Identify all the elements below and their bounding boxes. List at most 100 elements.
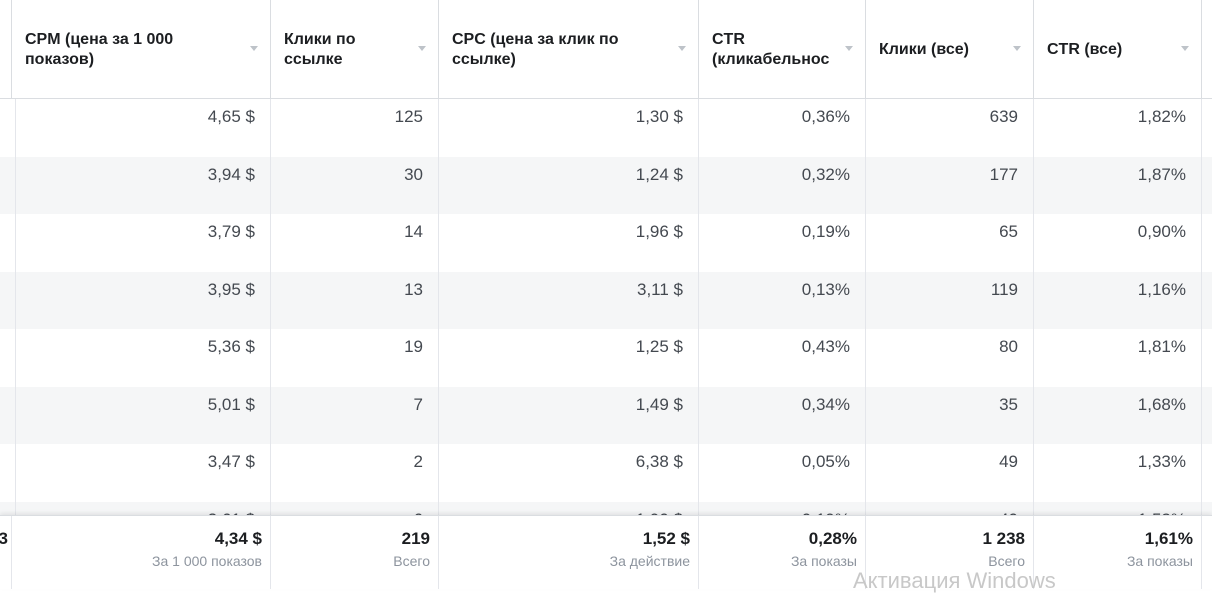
cell-cpm: 3,94 $ — [12, 156, 271, 214]
cell-link-clicks: 30 — [271, 156, 439, 214]
cell-cpm: 3,47 $ — [12, 444, 271, 502]
sort-arrow-icon[interactable] — [845, 46, 853, 51]
header-cell-edge — [1202, 0, 1212, 98]
cell-clicks-all: 35 — [866, 386, 1034, 444]
cell-cpc: 3,11 $ — [439, 271, 699, 329]
cell-ctr-all: 1,81% — [1034, 329, 1202, 387]
header-link-clicks[interactable]: Клики по ссылке — [271, 0, 439, 98]
header-label: CPC (цена за клик по ссылке) — [452, 31, 619, 68]
total-clicks-all: 1 238 Всего — [866, 516, 1034, 589]
sort-arrow-icon[interactable] — [250, 46, 258, 51]
cell-clicks-all: 49 — [866, 444, 1034, 502]
cell-link-clicks: 14 — [271, 214, 439, 272]
total-value: 1,61% — [1144, 529, 1193, 548]
header-ctr[interactable]: CTR (кликабельнос — [699, 0, 866, 98]
cell-ctr: 0,43% — [699, 329, 866, 387]
table-body: 4,65 $ 125 1,30 $ 0,36% 639 1,82% 3,94 $… — [0, 99, 1212, 515]
total-caption: За показы — [790, 553, 857, 569]
cell-ctr-all: 1,52% — [1034, 501, 1202, 515]
header-label: CTR (кликабельнос — [712, 31, 830, 68]
total-caption: За действие — [609, 553, 690, 569]
table-row[interactable]: 5,01 $ 7 1,49 $ 0,34% 35 1,68% — [0, 386, 1212, 444]
total-ctr-all: 1,61% За показы — [1034, 516, 1202, 589]
cell-ctr-all: 1,33% — [1034, 444, 1202, 502]
header-label: Клики по ссылке — [284, 31, 356, 68]
total-value: 1,52 $ — [642, 529, 690, 548]
cell-link-clicks: 19 — [271, 329, 439, 387]
cell-cpc: 1,24 $ — [439, 156, 699, 214]
total-cpm: 4,34 $ За 1 000 показов — [12, 516, 271, 589]
cell-cpm: 3,95 $ — [12, 271, 271, 329]
header-label: CTR (все) — [1047, 41, 1123, 58]
cell-clicks-all: 177 — [866, 156, 1034, 214]
cell-clicks-all: 40 — [866, 501, 1034, 515]
cell-clicks-all: 80 — [866, 329, 1034, 387]
total-value: 4,34 $ — [214, 529, 262, 548]
cell-ctr: 0,32% — [699, 156, 866, 214]
cell-clicks-all: 639 — [866, 99, 1034, 157]
cell-cpc: 1,30 $ — [439, 99, 699, 157]
table-row[interactable]: 5,36 $ 19 1,25 $ 0,43% 80 1,81% — [0, 329, 1212, 387]
table-row[interactable]: 3,95 $ 13 3,11 $ 0,13% 119 1,16% — [0, 271, 1212, 329]
cell-ctr: 0,34% — [699, 386, 866, 444]
cell-link-clicks: 13 — [271, 271, 439, 329]
total-value: 3 — [0, 529, 8, 549]
table-row[interactable]: 3,79 $ 14 1,96 $ 0,19% 65 0,90% — [0, 214, 1212, 272]
cell-ctr: 0,36% — [699, 99, 866, 157]
cell-ctr: 0,05% — [699, 444, 866, 502]
table-row[interactable]: 4,65 $ 125 1,30 $ 0,36% 639 1,82% — [0, 99, 1212, 157]
total-link-clicks: 219 Всего — [271, 516, 439, 589]
cell-ctr-all: 1,16% — [1034, 271, 1202, 329]
header-label: Клики (все) — [879, 41, 969, 58]
cell-clicks-all: 119 — [866, 271, 1034, 329]
total-value: 1 238 — [982, 529, 1025, 548]
cell-link-clicks: 125 — [271, 99, 439, 157]
total-value: 0,28% — [808, 529, 857, 548]
total-caption: Всего — [988, 553, 1025, 569]
cell-clicks-all: 65 — [866, 214, 1034, 272]
cell-cpc: 1,96 $ — [439, 214, 699, 272]
table-row[interactable]: 3,61 $ 6 1,90 $ 0,19% 40 1,52% — [0, 501, 1212, 515]
cell-ctr-all: 1,68% — [1034, 386, 1202, 444]
cell-cpm: 4,65 $ — [12, 99, 271, 157]
cell-link-clicks: 6 — [271, 501, 439, 515]
cell-link-clicks: 2 — [271, 444, 439, 502]
header-clicks-all[interactable]: Клики (все) — [866, 0, 1034, 98]
cell-cpc: 1,90 $ — [439, 501, 699, 515]
header-cpc[interactable]: CPC (цена за клик по ссылке) — [439, 0, 699, 98]
table-header: CPM (цена за 1 000 показов) Клики по ссы… — [0, 0, 1212, 99]
total-value: 219 — [401, 529, 430, 548]
cell-cpm: 5,01 $ — [12, 386, 271, 444]
table-row[interactable]: 3,47 $ 2 6,38 $ 0,05% 49 1,33% — [0, 444, 1212, 502]
cell-ctr: 0,19% — [699, 501, 866, 515]
cell-cpc: 6,38 $ — [439, 444, 699, 502]
sort-arrow-icon[interactable] — [1181, 46, 1189, 51]
total-caption: За 1 000 показов — [152, 553, 262, 569]
sort-arrow-icon[interactable] — [418, 46, 426, 51]
cell-ctr-all: 0,90% — [1034, 214, 1202, 272]
cell-cpc: 1,25 $ — [439, 329, 699, 387]
cell-ctr: 0,19% — [699, 214, 866, 272]
cell-cpm: 5,36 $ — [12, 329, 271, 387]
cell-link-clicks: 7 — [271, 386, 439, 444]
table-row[interactable]: 3,94 $ 30 1,24 $ 0,32% 177 1,87% — [0, 156, 1212, 214]
total-caption: За показы — [1126, 553, 1193, 569]
header-ctr-all[interactable]: CTR (все) — [1034, 0, 1202, 98]
total-partial: 3 — [0, 516, 12, 589]
cell-ctr: 0,13% — [699, 271, 866, 329]
cell-ctr-all: 1,87% — [1034, 156, 1202, 214]
total-caption: Всего — [393, 553, 430, 569]
cell-cpc: 1,49 $ — [439, 386, 699, 444]
cell-cpm: 3,79 $ — [12, 214, 271, 272]
sort-arrow-icon[interactable] — [1013, 46, 1021, 51]
total-cpc: 1,52 $ За действие — [439, 516, 699, 589]
cell-cpm: 3,61 $ — [12, 501, 271, 515]
cell-ctr-all: 1,82% — [1034, 99, 1202, 157]
total-ctr: 0,28% За показы — [699, 516, 866, 589]
sort-arrow-icon[interactable] — [678, 46, 686, 51]
totals-row: 3 4,34 $ За 1 000 показов 219 Всего 1,52… — [0, 515, 1212, 589]
header-cpm[interactable]: CPM (цена за 1 000 показов) — [12, 0, 271, 98]
header-label: CPM (цена за 1 000 показов) — [25, 31, 174, 68]
header-cell-partial — [0, 0, 12, 98]
